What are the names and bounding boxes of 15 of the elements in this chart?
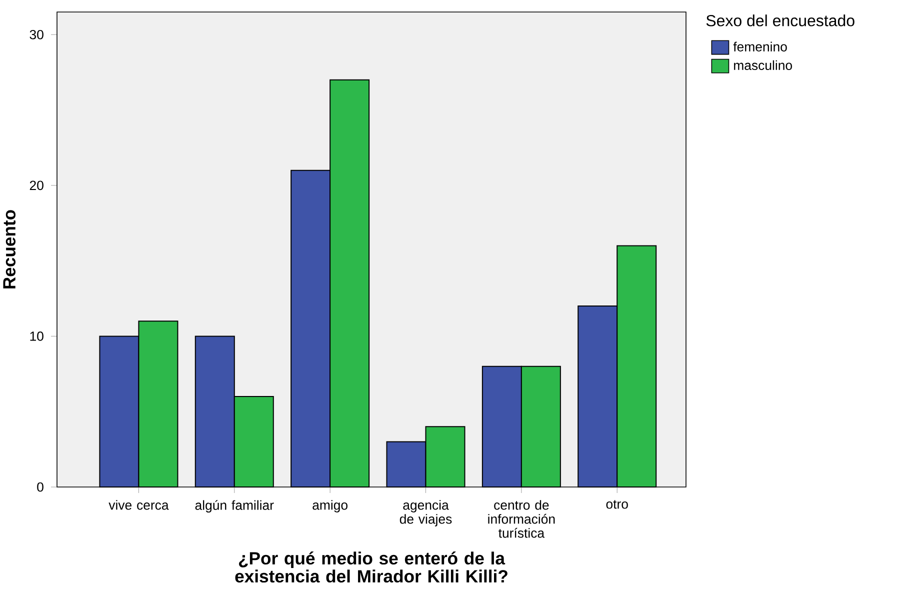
legend-label: femenino: [733, 42, 787, 52]
x-tick-label: otro: [606, 500, 628, 509]
y-tick-label: 0: [37, 482, 44, 492]
x-tick-label: agencia de viajes: [400, 500, 452, 526]
legend-label: masculino: [734, 60, 792, 70]
x-tick-label: centro de información turística: [488, 500, 555, 538]
y-tick-label: 20: [30, 180, 44, 190]
x-tick-label: amigo: [312, 500, 348, 512]
legend-title: Sexo del encuestado: [706, 14, 854, 26]
x-tick-label: algún familiar: [195, 500, 274, 513]
x-tick-label: vive cerca: [108, 500, 169, 510]
y-tick-label: 10: [30, 332, 44, 341]
x-axis-title: ¿Por qué medio se enteró de la existencia del Mirador Killi Killi?: [235, 552, 508, 583]
y-axis-title: Recuento: [3, 210, 16, 288]
y-tick-label: 30: [30, 30, 44, 40]
